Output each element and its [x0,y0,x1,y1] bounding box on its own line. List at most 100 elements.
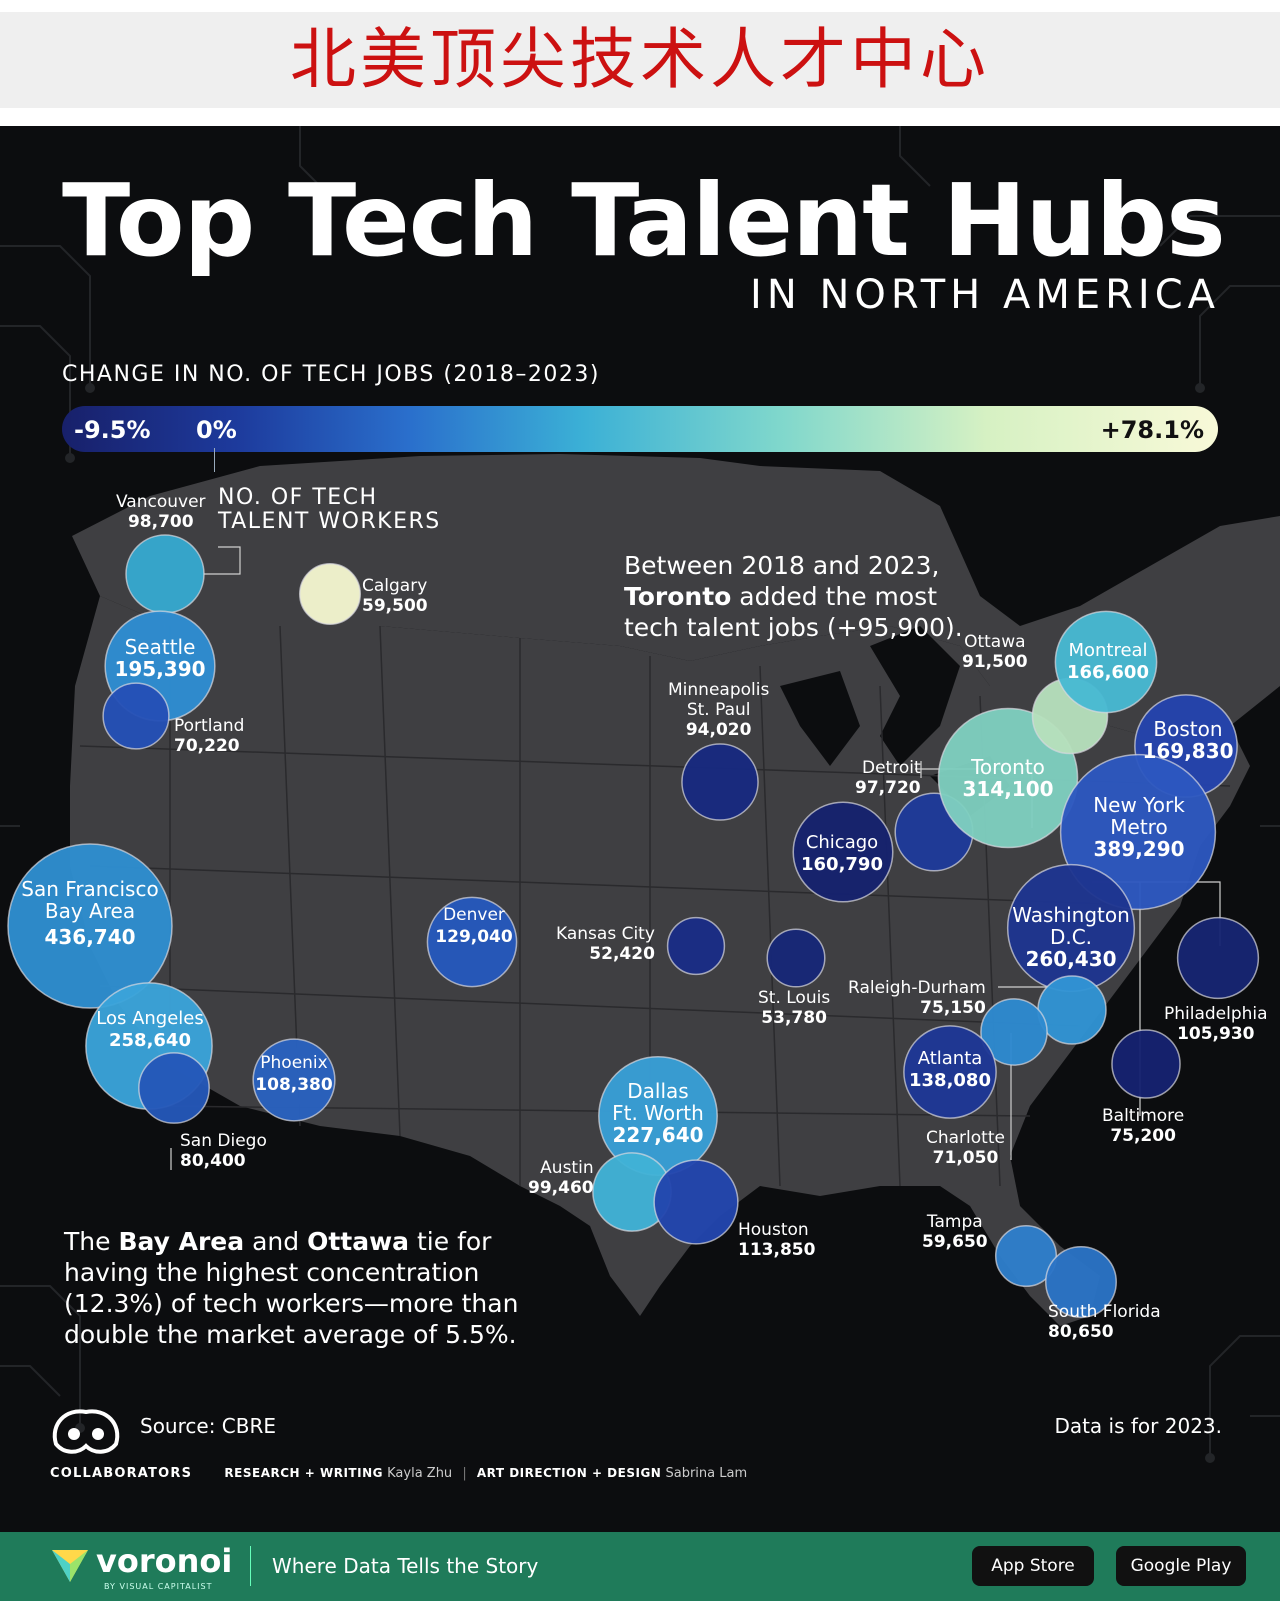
hub-bubbles [7,534,1260,1318]
circuit-background [0,126,1280,1463]
label-vancouver: Vancouver 98,700 [116,492,206,532]
label-name: Kansas City [556,924,655,944]
label-name: Dallas [627,1079,689,1103]
label-austin: Austin 99,460 [528,1158,594,1198]
label-value: 227,640 [612,1123,704,1147]
north-america-map [7,454,1280,1326]
subtitle: IN NORTH AMERICA [750,272,1220,318]
label-san-diego: San Diego 80,400 [180,1131,267,1171]
label-tampa: Tampa 59,650 [922,1212,988,1252]
label-calgary: Calgary 59,500 [362,576,428,616]
bubble-portland [102,682,170,750]
banner: 北美顶尖技术人才中心 [0,0,1280,126]
bay-note-text-b: and [244,1227,308,1256]
bubble-kc [666,916,726,976]
label-value: 80,400 [180,1151,246,1171]
bay-note-line1: The Bay Area and Ottawa tie for [64,1226,518,1257]
credits-ad-label: ART DIRECTION + DESIGN [476,1466,662,1480]
visual-capitalist-logo [52,1409,120,1454]
label-ottawa: Ottawa 91,500 [962,632,1028,672]
bubble-vancouver [125,534,205,614]
bubble-toronto [937,707,1079,849]
label-phoenix: Phoenix 108,380 [250,1052,338,1096]
label-name2: Metro [1110,815,1168,839]
label-value: 169,830 [1142,739,1234,763]
label-name: Austin [540,1158,594,1178]
label-value: 59,650 [922,1232,988,1252]
label-dc: Washington D.C. 260,430 [1008,904,1134,970]
voronoi-byline: BY VISUAL CAPITALIST [104,1582,213,1591]
label-name2: Ft. Worth [612,1101,704,1125]
credits-ad-name: Sabrina Lam [665,1466,748,1481]
label-sf: San Francisco Bay Area 436,740 [12,878,168,948]
google-play-button[interactable]: Google Play [1116,1546,1246,1586]
label-philadelphia: Philadelphia 105,930 [1164,1004,1268,1044]
bubble-stlouis [766,928,826,988]
legend-min-label: -9.5% [74,416,151,444]
label-value: 53,780 [761,1008,827,1028]
bubble-raleigh [1037,975,1107,1045]
legend-zero-tick [214,448,215,472]
label-minneapolis: Minneapolis St. Paul 94,020 [668,680,769,740]
bubble-montreal [1054,610,1158,714]
credits: COLLABORATORS RESEARCH + WRITING Kayla Z… [50,1466,747,1481]
label-name: Minneapolis [668,680,770,700]
toronto-note-line3: tech talent jobs (+95,900). [624,613,963,642]
toronto-note-line1: Between 2018 and 2023, [624,551,940,580]
bubble-southflorida [1045,1246,1117,1318]
toronto-note: Between 2018 and 2023, Toronto added the… [624,550,963,643]
label-value: 389,290 [1093,837,1185,861]
bay-note-bold2: Ottawa [307,1227,410,1256]
label-value: 113,850 [738,1240,816,1260]
label-boston: Boston 169,830 [1140,718,1236,762]
label-value: 75,200 [1110,1126,1176,1146]
label-name: Toronto [971,755,1045,779]
label-portland: Portland 70,220 [174,716,244,756]
label-name: Baltimore [1102,1106,1185,1126]
bubble-sf [7,843,173,1009]
label-name: New York [1093,793,1185,817]
label-value: 94,020 [685,720,752,740]
legend-max-label: +78.1% [1100,416,1204,444]
bubble-minneapolis [681,743,759,821]
label-name: Portland [174,716,245,736]
label-st-louis: St. Louis 53,780 [758,988,830,1028]
footer-divider [250,1546,251,1586]
toronto-note-bold: Toronto [624,582,732,611]
label-value: 258,640 [109,1030,191,1051]
label-houston: Houston 113,850 [738,1220,815,1260]
banner-title: 北美顶尖技术人才中心 [0,12,1280,108]
bubble-philly [1176,916,1260,1000]
label-name2: St. Paul [686,700,751,720]
label-toronto: Toronto 314,100 [950,756,1066,800]
credits-title: COLLABORATORS [50,1466,193,1481]
label-name: Tampa [926,1212,983,1232]
label-value: 436,740 [44,925,136,949]
label-nyc: New York Metro 389,290 [1074,794,1204,860]
label-name: Vancouver [116,492,206,512]
bubble-phoenix [252,1038,336,1122]
label-value: 80,650 [1048,1322,1114,1342]
app-store-button[interactable]: App Store [972,1546,1094,1586]
legend-zero-label: 0% [196,416,237,444]
label-dallas: Dallas Ft. Worth 227,640 [598,1080,718,1146]
source-note: Source: CBRE [140,1414,277,1438]
bubble-denver [426,896,518,988]
label-name: Denver [443,905,505,925]
label-name2: D.C. [1049,925,1093,949]
color-legend-bar: -9.5% 0% +78.1% [62,406,1218,472]
label-name: San Diego [180,1131,267,1151]
credits-separator: | [462,1466,467,1481]
label-name: Detroit [861,758,921,778]
label-name: Charlotte [926,1128,1005,1148]
credits-rw-name: Kayla Zhu [387,1466,453,1481]
label-name: Los Angeles [96,1008,204,1029]
bubble-sandiego [138,1052,210,1124]
label-value: 108,380 [255,1075,333,1095]
label-name2: Bay Area [44,899,136,923]
size-legend-title: NO. OF TECH TALENT WORKERS [218,486,441,534]
label-value: 97,720 [855,778,921,798]
size-legend-line1: NO. OF TECH [218,485,378,510]
label-value: 99,460 [528,1178,594,1198]
label-atlanta: Atlanta 138,080 [906,1048,994,1092]
